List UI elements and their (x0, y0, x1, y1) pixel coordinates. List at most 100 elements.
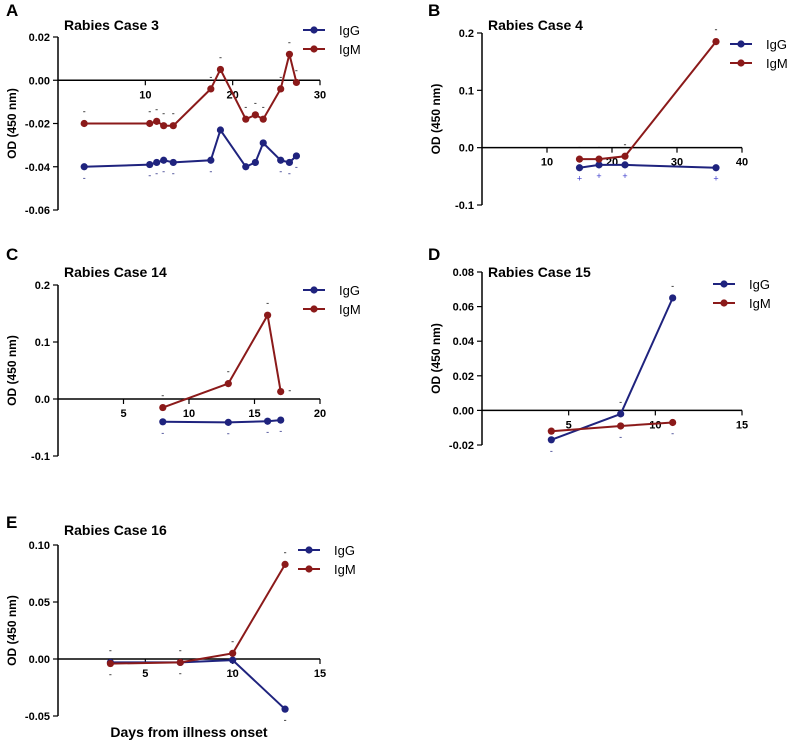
point-annotation: - (279, 426, 282, 436)
legend-marker (737, 59, 745, 67)
point-annotation: + (622, 171, 627, 181)
x-tick-label: 10 (183, 408, 195, 420)
panel-title: Rabies Case 16 (64, 522, 167, 538)
data-point-igg (547, 436, 555, 444)
y-tick-label: -0.1 (455, 200, 474, 212)
point-annotation: - (671, 281, 674, 291)
series-line-igg (162, 419, 281, 424)
data-point-igg (595, 161, 603, 169)
point-annotation: - (671, 429, 674, 439)
y-tick-label: 0.00 (29, 654, 50, 666)
legend-marker (305, 565, 313, 573)
point-annotation: - (172, 168, 175, 178)
series-line-igm (84, 54, 298, 127)
data-point-igm (216, 65, 225, 74)
data-point-igg (712, 164, 720, 172)
point-annotation: - (83, 173, 86, 183)
point-annotation: - (244, 102, 247, 112)
point-annotation: - (279, 72, 282, 82)
y-axis-title: OD (450 nm) (429, 84, 443, 155)
point-annotation: - (295, 65, 298, 75)
data-point-igm (575, 155, 584, 163)
y-tick-label: 0.1 (459, 85, 474, 97)
legend-label: IgG (334, 543, 355, 558)
data-point-igm (277, 85, 285, 93)
y-tick-label: 0.05 (29, 597, 50, 609)
panel-c: C Rabies Case 14 0.2 0.1 0.0 -0.1 5 10 15 20 OD (4… (5, 245, 361, 463)
point-annotation: - (288, 37, 291, 47)
legend-marker (310, 26, 318, 34)
legend-marker (737, 40, 745, 48)
data-point-igg (617, 410, 625, 418)
y-tick-label: -0.06 (25, 205, 50, 217)
y-tick-label: 0.00 (29, 75, 50, 87)
data-point-igm (106, 659, 114, 668)
point-annotation: - (109, 670, 112, 680)
legend-marker (305, 546, 313, 554)
legend-marker (310, 45, 318, 53)
point-annotation: - (715, 25, 718, 35)
y-tick-label: 0.06 (453, 302, 474, 314)
x-tick-label: 10 (227, 668, 239, 680)
data-point-igg (159, 418, 167, 426)
data-point-igg (251, 158, 259, 167)
data-point-igm (264, 311, 272, 319)
panel-d: D Rabies Case 15 0.08 0.06 0.04 0.02 0.00 -0.02… (428, 245, 771, 456)
data-point-igg (259, 139, 267, 147)
data-point-igm (229, 649, 237, 657)
legend-label: IgG (766, 37, 787, 52)
data-point-igm (281, 560, 289, 568)
point-annotation: - (155, 104, 158, 114)
point-annotation: - (148, 107, 151, 117)
point-annotation: - (227, 367, 230, 377)
data-point-igg (281, 705, 289, 713)
data-point-igg (277, 416, 285, 424)
series-line-igg (110, 659, 286, 710)
legend-label: IgM (766, 56, 788, 71)
point-annotation: - (295, 162, 298, 172)
panel-letter: D (428, 245, 440, 264)
x-tick-label: 5 (142, 668, 148, 680)
point-annotation: - (619, 397, 622, 407)
y-axis-title: OD (450 nm) (429, 323, 443, 394)
legend-label: IgG (749, 277, 770, 292)
point-annotation: - (161, 391, 164, 401)
panel-title: Rabies Case 3 (64, 17, 159, 33)
point-annotation: - (254, 98, 257, 108)
series-line-igm (162, 312, 282, 409)
point-annotation: - (231, 666, 234, 676)
point-annotation: - (578, 142, 581, 152)
data-point-igg (264, 417, 272, 425)
panel-letter: C (6, 245, 18, 264)
data-point-igm (224, 380, 232, 388)
y-tick-label: 0.00 (453, 405, 474, 417)
series-line-igm (579, 40, 717, 161)
data-point-igm (292, 78, 301, 87)
panel-title: Rabies Case 14 (64, 264, 167, 280)
x-tick-label: 20 (314, 408, 326, 420)
point-annotation: - (219, 52, 222, 62)
data-point-igg (153, 158, 161, 167)
legend-label: IgG (339, 283, 360, 298)
point-annotation: - (266, 298, 269, 308)
data-point-igm (153, 117, 161, 125)
x-tick-label: 15 (736, 419, 748, 431)
y-tick-label: 0.10 (29, 540, 50, 552)
point-annotation: + (713, 174, 718, 184)
data-point-igm (712, 38, 720, 46)
point-annotation: - (109, 645, 112, 655)
point-annotation: - (209, 166, 212, 176)
y-tick-label: -0.04 (25, 162, 51, 174)
data-point-igg (80, 163, 88, 171)
data-point-igm (595, 155, 603, 163)
data-point-igm (80, 119, 88, 128)
series-line-igg (579, 163, 717, 169)
x-tick-label: 15 (314, 668, 326, 680)
y-tick-label: -0.1 (31, 451, 50, 463)
point-annotation: + (596, 171, 601, 181)
point-annotation: - (598, 142, 601, 152)
point-annotation: - (288, 168, 291, 178)
data-point-igg (207, 156, 215, 164)
